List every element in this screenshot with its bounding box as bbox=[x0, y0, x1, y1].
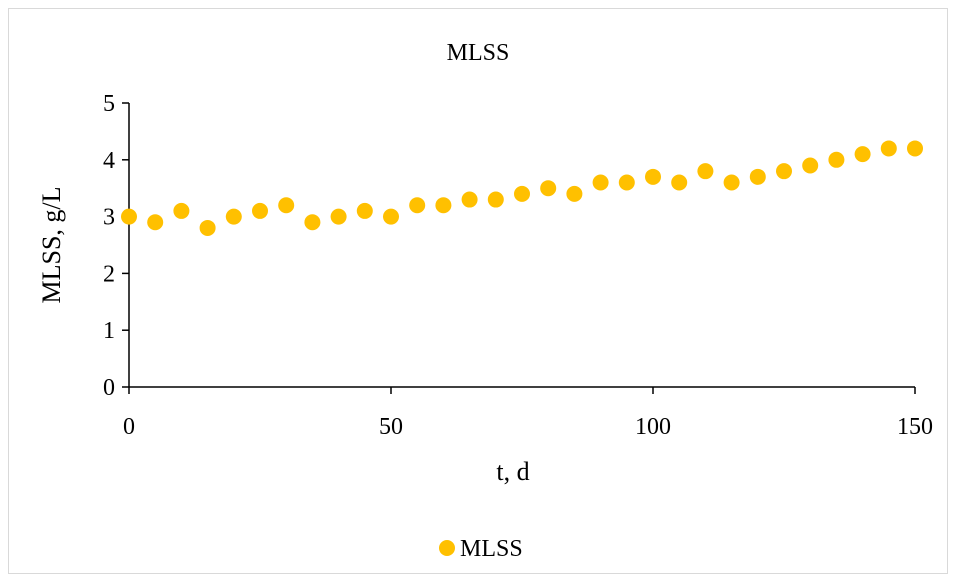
x-tick-label: 0 bbox=[123, 414, 135, 440]
y-axis: 0 1 2 3 4 5 bbox=[103, 91, 130, 401]
x-tick-label: 150 bbox=[897, 414, 933, 440]
y-tick-label: 1 bbox=[103, 318, 115, 344]
chart-title: MLSS bbox=[447, 40, 510, 66]
data-point bbox=[907, 140, 923, 157]
data-point bbox=[173, 202, 190, 219]
data-point bbox=[566, 185, 583, 202]
y-tick-label: 4 bbox=[103, 148, 115, 174]
data-point bbox=[383, 208, 399, 225]
y-tick-label: 2 bbox=[103, 261, 115, 287]
data-point bbox=[802, 157, 819, 174]
y-tick-label: 5 bbox=[103, 91, 115, 117]
data-point bbox=[225, 208, 242, 225]
data-point bbox=[514, 185, 530, 202]
legend-label: MLSS bbox=[460, 536, 523, 562]
data-point bbox=[121, 208, 137, 225]
data-series-mlss bbox=[121, 140, 923, 236]
data-point bbox=[252, 202, 268, 219]
y-tick-label: 3 bbox=[103, 205, 115, 231]
chart-container bbox=[8, 8, 948, 574]
data-point bbox=[304, 214, 321, 231]
data-point bbox=[435, 197, 452, 214]
x-axis-label: t, d bbox=[496, 457, 529, 486]
data-point bbox=[828, 151, 845, 168]
data-point bbox=[723, 174, 740, 191]
data-point bbox=[487, 191, 504, 208]
x-axis: 0 50 100 150 bbox=[123, 386, 933, 440]
legend-marker bbox=[439, 540, 455, 556]
data-point bbox=[199, 219, 216, 236]
data-point bbox=[147, 214, 164, 231]
data-point bbox=[776, 163, 792, 180]
data-point bbox=[356, 202, 373, 219]
data-point bbox=[749, 168, 766, 185]
x-tick-label: 100 bbox=[635, 414, 671, 440]
data-point bbox=[278, 197, 295, 214]
y-tick-label: 0 bbox=[103, 375, 115, 401]
data-point bbox=[645, 168, 661, 185]
x-tick-label: 50 bbox=[379, 414, 403, 440]
data-point bbox=[671, 174, 688, 191]
data-point bbox=[618, 174, 635, 191]
data-point bbox=[880, 140, 897, 157]
data-point bbox=[409, 197, 426, 214]
data-point bbox=[330, 208, 347, 225]
data-point bbox=[592, 174, 609, 191]
y-axis-label: MLSS, g/L bbox=[37, 186, 66, 303]
data-point bbox=[540, 180, 557, 197]
legend: MLSS bbox=[439, 536, 523, 562]
data-point bbox=[461, 191, 478, 208]
data-point bbox=[697, 163, 714, 180]
data-point bbox=[854, 146, 871, 163]
